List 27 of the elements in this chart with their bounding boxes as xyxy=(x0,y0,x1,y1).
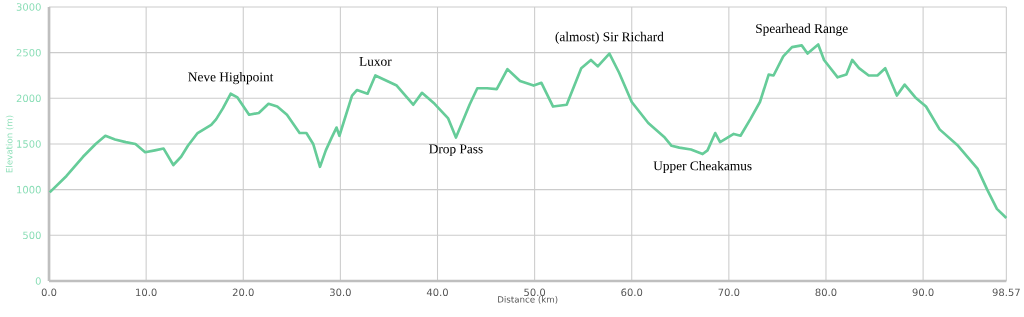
x-tick-label: 50.0 xyxy=(524,288,546,297)
x-tick-label: 30.0 xyxy=(330,288,351,297)
x-axis-title: Distance (km) xyxy=(498,295,558,304)
y-tick-label: 500 xyxy=(23,231,41,240)
annotation: (almost) Sir Richard xyxy=(555,31,664,44)
y-tick-label: 1000 xyxy=(17,185,41,194)
annotation: Drop Pass xyxy=(429,144,483,157)
y-tick-label: 3000 xyxy=(16,3,41,11)
x-tick-label: 0.0 xyxy=(41,288,57,297)
x-tick-label: 98.57 xyxy=(992,288,1020,297)
annotation: Upper Cheakamus xyxy=(653,160,752,174)
y-axis-title: Elevation (m) xyxy=(5,115,14,173)
annotation: Neve Highpoint xyxy=(188,72,274,85)
x-tick-label: 70.0 xyxy=(718,288,740,297)
annotation: Luxor xyxy=(359,57,392,66)
y-tick-label: 2500 xyxy=(16,48,41,57)
x-tick-label: 20.0 xyxy=(232,288,254,297)
x-tick-label: 80.0 xyxy=(815,288,837,297)
annotation: Spearhead Range xyxy=(756,23,848,36)
y-tick-label: 1500 xyxy=(17,140,41,148)
y-tick-label: 2000 xyxy=(16,94,41,103)
x-tick-label: 90.0 xyxy=(912,288,934,297)
x-tick-label: 40.0 xyxy=(426,288,448,297)
x-tick-label: 60.0 xyxy=(621,288,643,297)
line-series xyxy=(48,43,1008,220)
y-tick-label: 0 xyxy=(35,277,41,285)
x-tick-label: 10.0 xyxy=(136,288,157,297)
